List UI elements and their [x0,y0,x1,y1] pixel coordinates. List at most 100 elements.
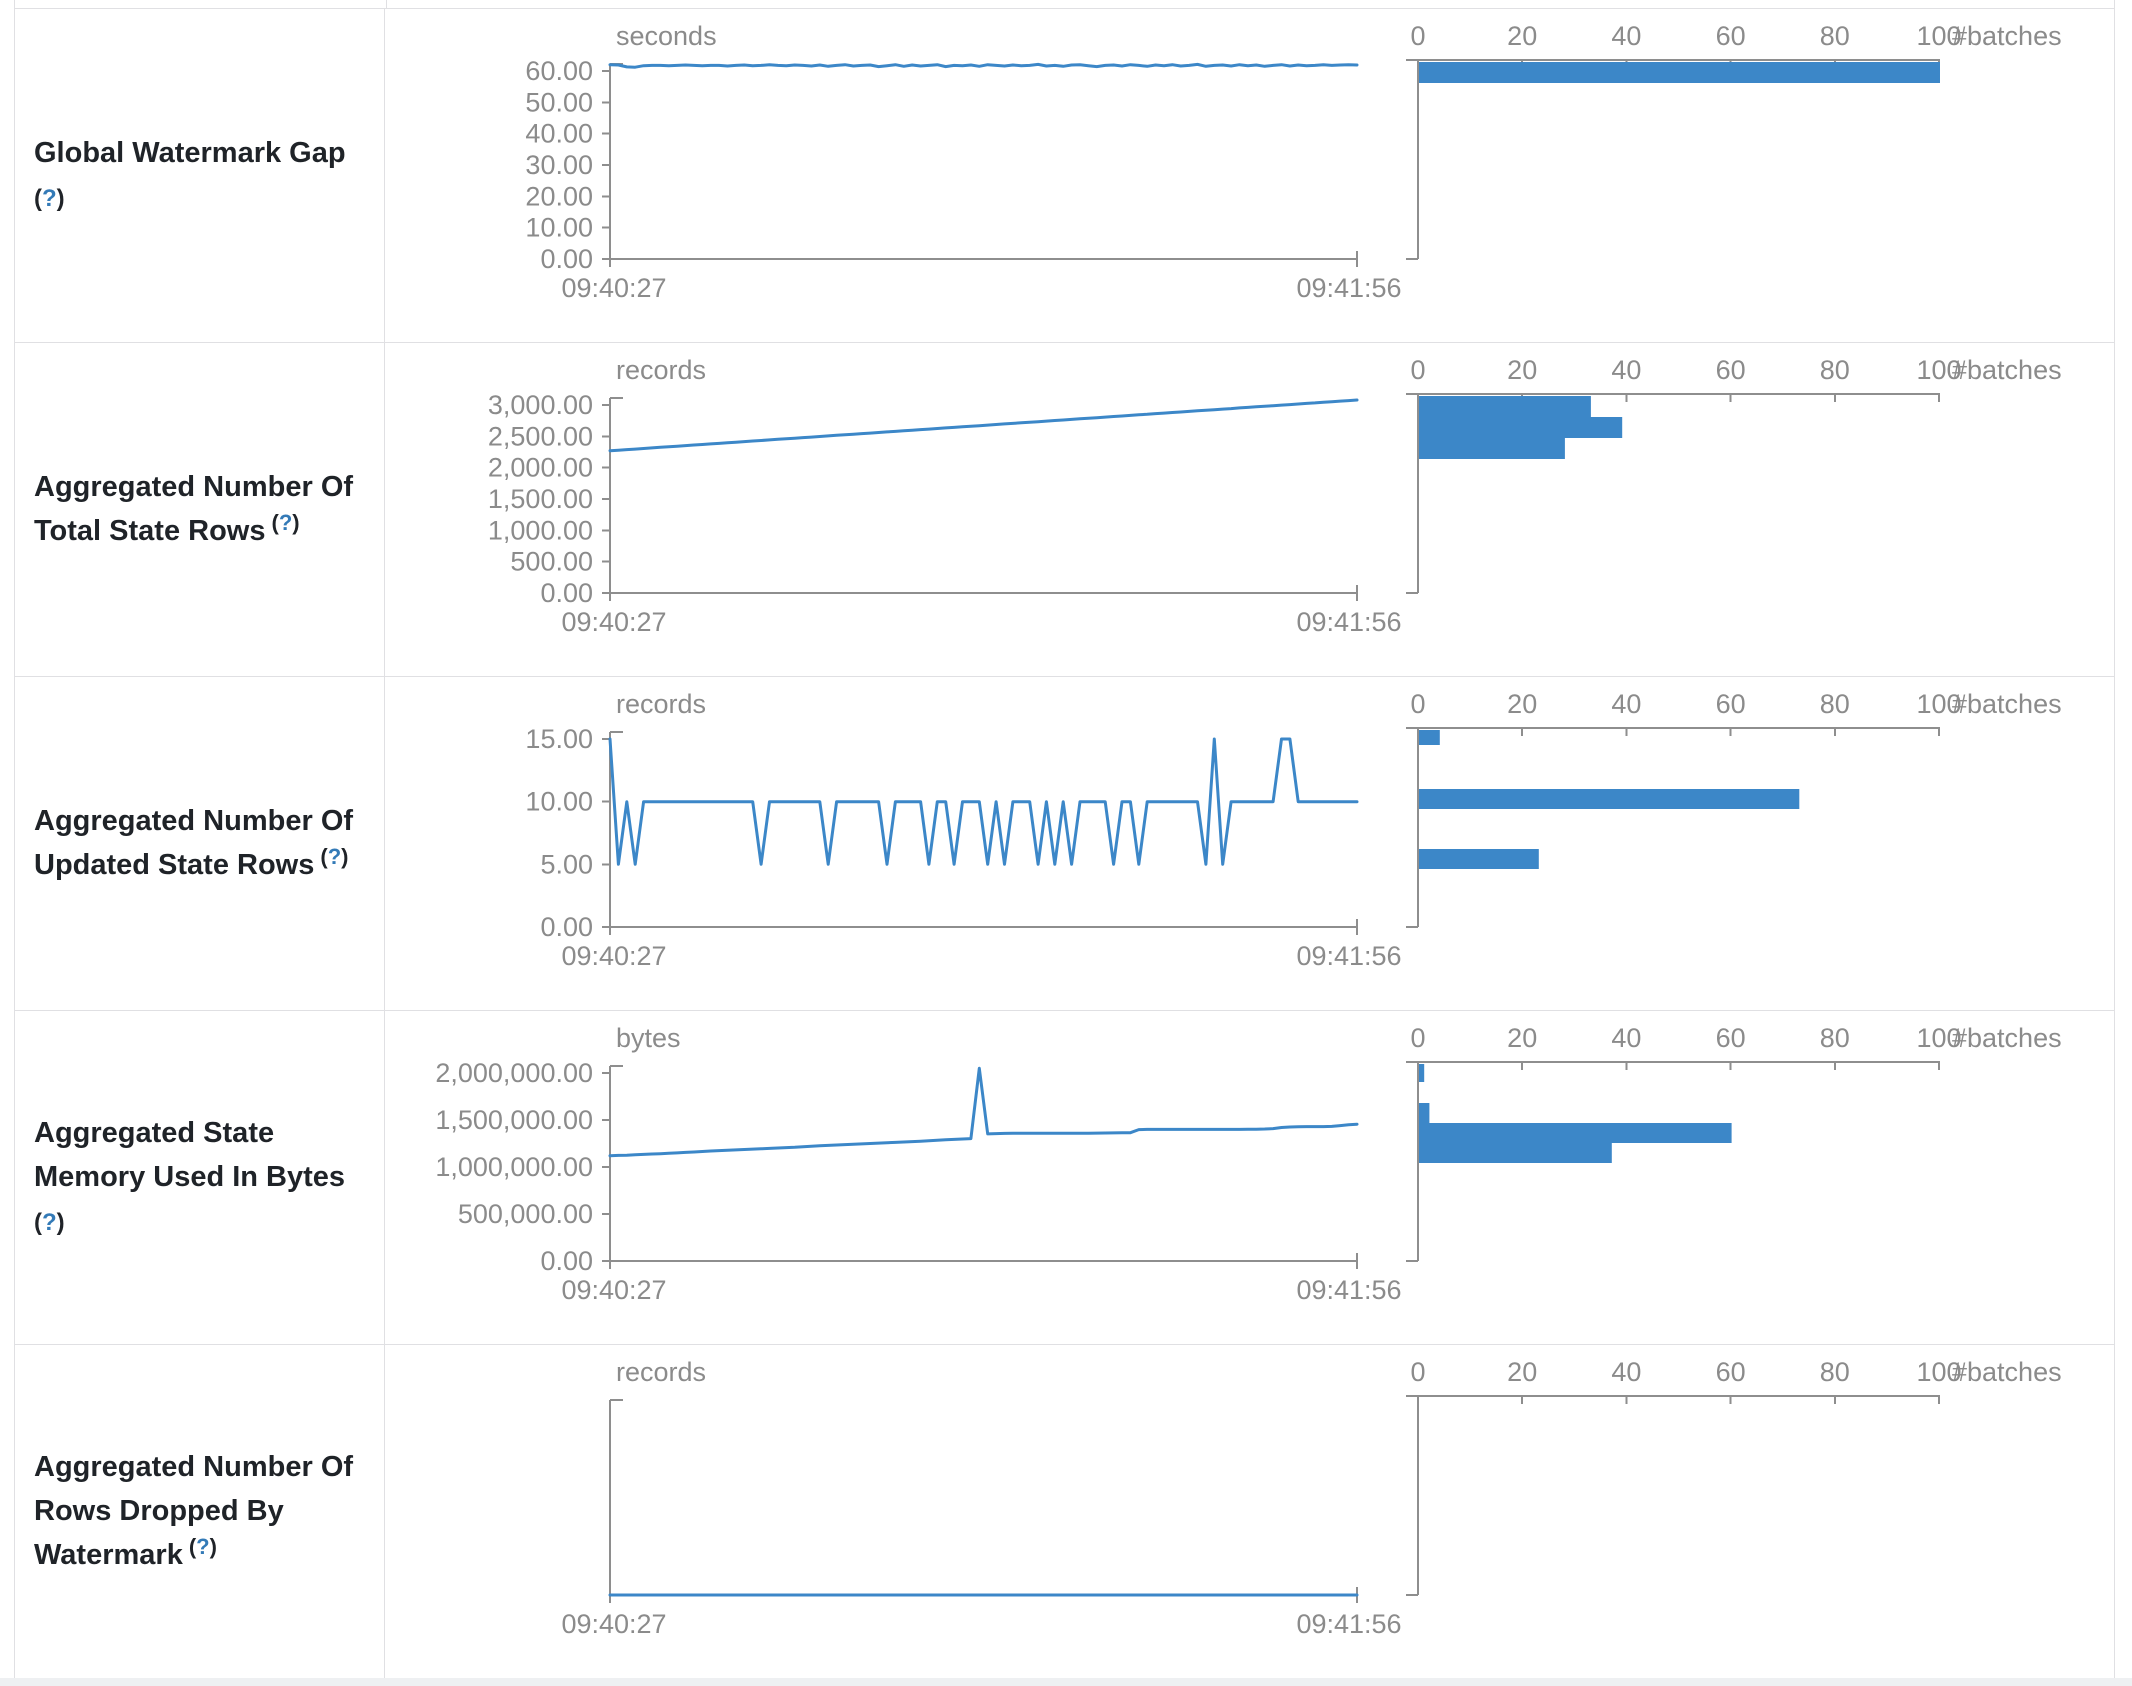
metric-row-aggregated-number-of-rows-dropped-by-watermark: Aggregated Number Of Rows Dropped By Water… [15,1345,2114,1679]
metric-row-aggregated-number-of-updated-state-rows: Aggregated Number Of Updated State Rows (?… [15,677,2114,1011]
histogram-tick-label: 100 [1916,689,1961,719]
histogram-tick-label: 0 [1410,1023,1425,1053]
charts-svg-aggregated-state-memory-used-in-bytes: bytes 2,000,000.00 1,500,000.00 1,000,000.0… [435,1023,2062,1305]
help-marker: (?) [34,184,65,212]
column-divider [386,0,387,8]
metric-label-line: Aggregated State [34,1116,275,1149]
histogram-axis-label: #batches [1952,1023,2062,1053]
help-question-link[interactable]: ? [42,184,57,212]
x-tick-label-start: 09:40:27 [561,1609,666,1639]
histogram-tick-label: 100 [1916,1023,1961,1053]
statistics-table: Global Watermark Gap (?) seconds 60.00 50.00… [14,0,2115,1679]
histogram-tick-label: 0 [1410,689,1425,719]
y-tick-label: 2,000.00 [488,453,593,483]
histogram-tick-label: 100 [1916,21,1961,51]
y-tick-label: 1,000,000.00 [435,1152,593,1182]
metric-label-global-watermark-gap: Global Watermark Gap (?) [15,9,385,342]
help-marker: (?) [271,509,300,535]
histogram-tick-label: 80 [1820,1023,1850,1053]
charts-svg-aggregated-number-of-total-state-rows: records3,000.002,500.002,000.001,500.001… [488,355,2062,637]
x-tick-label-end: 09:41:56 [1296,607,1401,637]
histogram-tick-label: 20 [1507,1357,1537,1387]
timeline-unit-label: bytes [616,1023,681,1053]
y-tick-label: 0.00 [540,244,593,274]
chart-cell-aggregated-state-memory-used-in-bytes: bytes 2,000,000.00 1,500,000.00 1,000,000.0… [385,1011,2114,1344]
histogram-tick-label: 80 [1820,21,1850,51]
y-tick-label: 2,000,000.00 [435,1058,593,1088]
y-tick-label: 60.00 [525,56,593,86]
histogram-tick-label: 20 [1507,1023,1537,1053]
help-marker: (?) [34,1208,65,1236]
metric-label-line: Watermark (?) [34,1533,217,1571]
histogram-bar [1419,849,1539,869]
y-tick-label: 500.00 [510,547,593,577]
x-tick-label-end: 09:41:56 [1296,273,1401,303]
y-tick-label: 0.00 [540,912,593,942]
histogram-chart: 0 20 40 60 80 100#batches [1406,689,2062,928]
charts-svg-aggregated-number-of-rows-dropped-by-watermark: records 09:40:27 09:41:56 0 20 40 60 80 100#batc… [561,1357,2062,1639]
histogram-tick-label: 0 [1410,355,1425,385]
y-tick-label: 500,000.00 [458,1199,593,1229]
timeline-chart: records 09:40:27 09:41:56 [561,1357,1401,1639]
y-tick-label: 1,000.00 [488,515,593,545]
timeline-unit-label: seconds [616,21,717,51]
timeline-series-line [608,1066,1359,1158]
x-tick-label-start: 09:40:27 [561,1275,666,1305]
histogram-axis-label: #batches [1952,689,2062,719]
histogram-bar [1419,62,1940,83]
metric-label-line: Aggregated Number Of [34,1450,354,1483]
help-question-link[interactable]: ? [42,1208,57,1236]
timeline-unit-label: records [616,355,706,385]
help-marker: (?) [188,1533,217,1559]
histogram-tick-label: 40 [1611,21,1641,51]
histogram-tick-label: 80 [1820,355,1850,385]
y-tick-label: 2,500.00 [488,421,593,451]
metric-label-aggregated-number-of-rows-dropped-by-watermark: Aggregated Number Of Rows Dropped By Water… [15,1345,385,1678]
previous-row-edge [15,0,2114,9]
histogram-tick-label: 20 [1507,355,1537,385]
metric-label-aggregated-number-of-total-state-rows: Aggregated Number Of Total State Rows (?) [15,343,385,676]
histogram-tick-label: 40 [1611,689,1641,719]
metric-label-help-line: (?) [34,175,370,221]
histogram-axis-label: #batches [1952,1357,2062,1387]
page-background-strip [0,1678,2132,1686]
metric-row-global-watermark-gap: Global Watermark Gap (?) seconds 60.00 50.00… [15,9,2114,343]
metric-label-help-line: (?) [34,1199,370,1245]
x-tick-label-end: 09:41:56 [1296,1609,1401,1639]
chart-cell-aggregated-number-of-updated-state-rows: records 15.00 10.00 5.00 0.00 09:40:27 09:41:5… [385,677,2114,1010]
histogram-tick-label: 40 [1611,1023,1641,1053]
histogram-bar [1419,1064,1425,1082]
metric-label-line: Global Watermark Gap [34,136,346,169]
histogram-tick-label: 100 [1916,1357,1961,1387]
histogram-tick-label: 60 [1716,689,1746,719]
metric-label-line: Memory Used In Bytes [34,1160,346,1193]
help-question-link[interactable]: ? [196,1533,210,1559]
histogram-chart: 0 20 40 60 80 100#batches [1406,1023,2062,1262]
timeline-chart: records 3,000.002,500.002,000.001,500.001… [488,355,1402,637]
histogram-tick-label: 40 [1611,355,1641,385]
histogram-bar [1419,730,1440,745]
y-tick-label: 10.00 [525,213,593,243]
histogram-bar [1419,1103,1430,1123]
chart-cell-global-watermark-gap: seconds 60.00 50.00 40.00 30.00 20.00 10.00 0.0… [385,9,2114,342]
timeline-series-line [608,398,1359,453]
histogram-tick-label: 20 [1507,21,1537,51]
timeline-chart: seconds 60.0050.0040.0030.0020.0010.000.0… [525,21,1401,303]
y-tick-label: 10.00 [525,787,593,817]
help-question-link[interactable]: ? [278,509,293,535]
histogram-bar [1419,1143,1612,1163]
y-tick-label: 20.00 [525,181,593,211]
x-tick-label-start: 09:40:27 [561,607,666,637]
help-question-link[interactable]: ? [327,843,342,869]
histogram-bar [1419,417,1623,438]
histogram-axis-label: #batches [1952,355,2062,385]
metric-label-line: Rows Dropped By [34,1494,284,1527]
histogram-tick-label: 60 [1716,1357,1746,1387]
metric-label-aggregated-state-memory-used-in-bytes: Aggregated State Memory Used In Bytes (?) [15,1011,385,1344]
y-tick-label: 1,500,000.00 [435,1105,593,1135]
histogram-tick-label: 80 [1820,689,1850,719]
histogram-tick-label: 0 [1410,21,1425,51]
histogram-bar [1419,1123,1732,1143]
